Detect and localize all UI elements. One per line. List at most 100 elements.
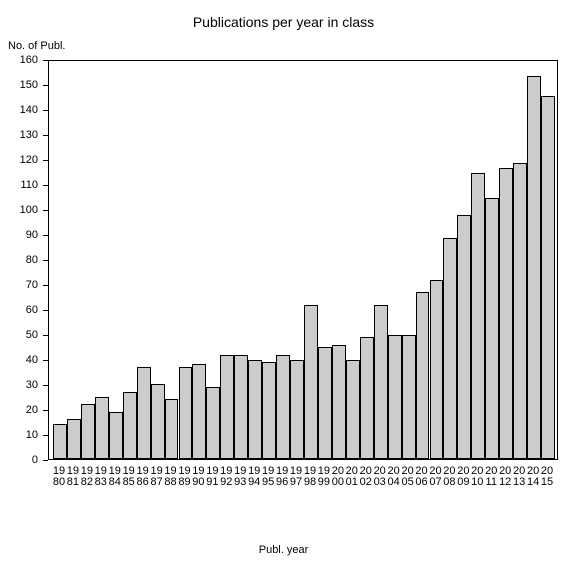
y-tick <box>43 410 48 411</box>
bar <box>109 412 123 459</box>
x-axis-title: Publ. year <box>0 544 567 556</box>
y-tick-label: 50 <box>0 329 38 341</box>
x-tick-label: 1984 <box>108 466 122 488</box>
bar <box>220 355 234 459</box>
y-tick-label: 160 <box>0 54 38 66</box>
y-tick-label: 150 <box>0 79 38 91</box>
bar <box>527 76 541 459</box>
bar <box>443 238 457 459</box>
y-tick-label: 110 <box>0 179 38 191</box>
x-tick-label: 2004 <box>387 466 401 488</box>
bar <box>67 419 81 459</box>
x-tick-label: 1983 <box>94 466 108 488</box>
plot-area <box>48 60 558 460</box>
bar <box>374 305 388 459</box>
y-tick-label: 120 <box>0 154 38 166</box>
bar <box>541 96 555 459</box>
y-tick <box>43 235 48 236</box>
bar <box>290 360 304 460</box>
bar <box>346 360 360 460</box>
x-tick-label: 2007 <box>429 466 443 488</box>
x-tick-label: 2015 <box>540 466 554 488</box>
x-tick-label: 1998 <box>303 466 317 488</box>
x-tick-label: 2005 <box>401 466 415 488</box>
x-tick-label: 1988 <box>164 466 178 488</box>
y-tick-label: 80 <box>0 254 38 266</box>
bar <box>248 360 262 460</box>
x-tick-label: 2002 <box>359 466 373 488</box>
x-tick-label: 2010 <box>470 466 484 488</box>
y-tick-label: 90 <box>0 229 38 241</box>
bar <box>304 305 318 459</box>
y-tick-label: 0 <box>0 454 38 466</box>
x-tick-label: 1996 <box>275 466 289 488</box>
x-tick-label: 1992 <box>219 466 233 488</box>
y-tick-label: 100 <box>0 204 38 216</box>
bar <box>388 335 402 459</box>
bar <box>179 367 193 459</box>
x-tick-label: 2008 <box>442 466 456 488</box>
bar <box>262 362 276 459</box>
x-tick-label: 1980 <box>52 466 66 488</box>
x-tick-label: 2013 <box>512 466 526 488</box>
bar <box>471 173 485 459</box>
y-tick <box>43 85 48 86</box>
y-tick <box>43 335 48 336</box>
y-tick <box>43 360 48 361</box>
y-tick <box>43 210 48 211</box>
bar <box>402 335 416 459</box>
y-tick <box>43 110 48 111</box>
bar <box>165 399 179 459</box>
x-tick-label: 1997 <box>289 466 303 488</box>
bar <box>457 215 471 459</box>
bar <box>234 355 248 459</box>
x-tick-label: 2000 <box>331 466 345 488</box>
chart-container: Publications per year in class No. of Pu… <box>0 0 567 567</box>
y-tick-label: 140 <box>0 104 38 116</box>
y-tick <box>43 185 48 186</box>
bar <box>513 163 527 459</box>
x-tick-label: 1985 <box>122 466 136 488</box>
x-tick-label: 1989 <box>178 466 192 488</box>
x-tick-label: 1995 <box>261 466 275 488</box>
bar <box>499 168 513 459</box>
y-tick <box>43 135 48 136</box>
y-tick <box>43 385 48 386</box>
bar <box>318 347 332 459</box>
x-tick-label: 2003 <box>373 466 387 488</box>
x-tick-label: 2014 <box>526 466 540 488</box>
y-tick <box>43 310 48 311</box>
y-tick <box>43 435 48 436</box>
y-tick-label: 70 <box>0 279 38 291</box>
x-tick-label: 1982 <box>80 466 94 488</box>
x-tick-label: 1994 <box>247 466 261 488</box>
x-tick-label: 1987 <box>150 466 164 488</box>
bar <box>151 384 165 459</box>
x-tick-label: 1993 <box>233 466 247 488</box>
y-tick-label: 60 <box>0 304 38 316</box>
bar <box>332 345 346 459</box>
y-tick-label: 40 <box>0 354 38 366</box>
y-tick-label: 30 <box>0 379 38 391</box>
x-tick-label: 1986 <box>136 466 150 488</box>
y-tick <box>43 460 48 461</box>
bar <box>360 337 374 459</box>
x-tick-label: 1999 <box>317 466 331 488</box>
y-tick <box>43 60 48 61</box>
y-axis-title: No. of Publ. <box>8 40 65 52</box>
y-tick-label: 20 <box>0 404 38 416</box>
y-tick <box>43 285 48 286</box>
x-tick-label: 2001 <box>345 466 359 488</box>
bar <box>53 424 67 459</box>
x-tick-label: 2006 <box>415 466 429 488</box>
bar <box>430 280 444 459</box>
bar <box>137 367 151 459</box>
y-tick-label: 10 <box>0 429 38 441</box>
bar <box>485 198 499 459</box>
x-tick-label: 1991 <box>205 466 219 488</box>
x-tick-label: 2011 <box>484 466 498 488</box>
bar <box>416 292 430 459</box>
bar <box>206 387 220 459</box>
bar <box>95 397 109 459</box>
y-tick-label: 130 <box>0 129 38 141</box>
